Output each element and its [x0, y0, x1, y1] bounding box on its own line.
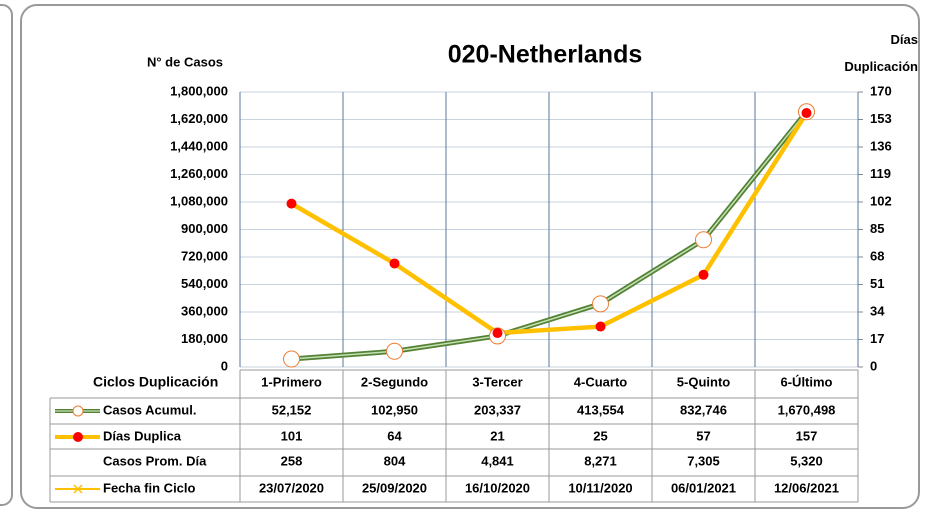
y-tick-label: 1,800,000: [170, 83, 228, 98]
marker: [592, 295, 609, 313]
y-axis-label: N° de Casos: [147, 54, 223, 69]
table-value: 102,950: [371, 402, 418, 417]
y2-tick-label: 153: [870, 111, 892, 126]
legend-label: Casos Acumul.: [103, 402, 196, 417]
table-value: 101: [281, 428, 303, 443]
legend-label: Días Duplica: [103, 428, 182, 443]
table-value: 7,305: [687, 453, 720, 468]
marker: [695, 231, 712, 249]
table-value: 10/11/2020: [568, 480, 632, 495]
table-value: 4,841: [481, 453, 514, 468]
table-value: 1,670,498: [778, 402, 836, 417]
y-tick-label: 900,000: [181, 221, 228, 236]
table-value: 25/09/2020: [362, 480, 427, 495]
categories-title: Ciclos Duplicación: [93, 374, 218, 390]
chart-title: 020-Netherlands: [448, 41, 643, 69]
table-value: 06/01/2021: [671, 480, 736, 495]
y2-axis-label: Días Duplicación: [844, 32, 918, 74]
y-tick-label: 360,000: [181, 303, 228, 318]
left-panel: [0, 4, 13, 506]
table-value: 804: [384, 453, 406, 468]
table-value: 21: [490, 428, 504, 443]
marker: [698, 269, 709, 280]
x-tick-label: 5-Quinto: [677, 374, 730, 389]
table-value: 8,271: [584, 453, 617, 468]
y2-tick-label: 17: [870, 331, 884, 346]
y2-tick-label: 85: [870, 221, 884, 236]
line-highlight: [291, 111, 808, 360]
y-tick-label: 540,000: [181, 276, 228, 291]
x-tick-label: 2-Segundo: [361, 374, 428, 389]
table-value: 23/07/2020: [259, 480, 324, 495]
y-tick-label: 1,080,000: [170, 193, 228, 208]
table-value: 25: [593, 428, 607, 443]
y2-tick-label: 119: [870, 166, 891, 181]
y-tick-label: 0: [221, 358, 228, 373]
x-tick-label: 1-Primero: [261, 374, 322, 389]
y-tick-label: 1,260,000: [170, 166, 228, 181]
row-label: Casos Prom. Día: [103, 453, 207, 468]
table-value: 12/06/2021: [774, 480, 839, 495]
marker: [283, 350, 300, 368]
series-line: [290, 111, 809, 336]
table-value: 64: [387, 428, 402, 443]
y2-tick-label: 102: [870, 193, 892, 208]
marker: [286, 198, 297, 209]
table-value: 16/10/2020: [465, 480, 530, 495]
table-value: 413,554: [577, 402, 625, 417]
table-value: 203,337: [474, 402, 521, 417]
legend-marker: [73, 432, 83, 442]
marker: [386, 342, 403, 360]
table-value: 52,152: [272, 402, 312, 417]
legend-marker: [72, 405, 84, 417]
y2-tick-label: 136: [870, 138, 892, 153]
table-value: 157: [796, 428, 818, 443]
y-tick-label: 180,000: [181, 331, 228, 346]
y2-tick-label: 51: [870, 276, 884, 291]
y2-tick-label: 34: [870, 303, 885, 318]
y2-tick-label: 68: [870, 248, 884, 263]
x-tick-label: 6-Último: [781, 374, 833, 389]
marker: [595, 321, 606, 332]
table-value: 258: [281, 453, 303, 468]
x-tick-label: 3-Tercer: [472, 374, 522, 389]
y2-tick-label: 0: [870, 358, 877, 373]
legend-marker: [73, 484, 83, 494]
table-value: 832,746: [680, 402, 727, 417]
marker: [492, 328, 503, 339]
chart-panel: [20, 4, 920, 509]
y2-tick-label: 170: [870, 83, 892, 98]
table-value: 57: [696, 428, 710, 443]
marker: [389, 258, 400, 269]
y-tick-label: 720,000: [181, 248, 228, 263]
table-value: 5,320: [790, 453, 823, 468]
x-tick-label: 4-Cuarto: [574, 374, 628, 389]
row-label: Fecha fin Ciclo: [103, 480, 196, 495]
y-tick-label: 1,620,000: [170, 111, 228, 126]
marker: [801, 108, 812, 119]
y-tick-label: 1,440,000: [170, 138, 228, 153]
